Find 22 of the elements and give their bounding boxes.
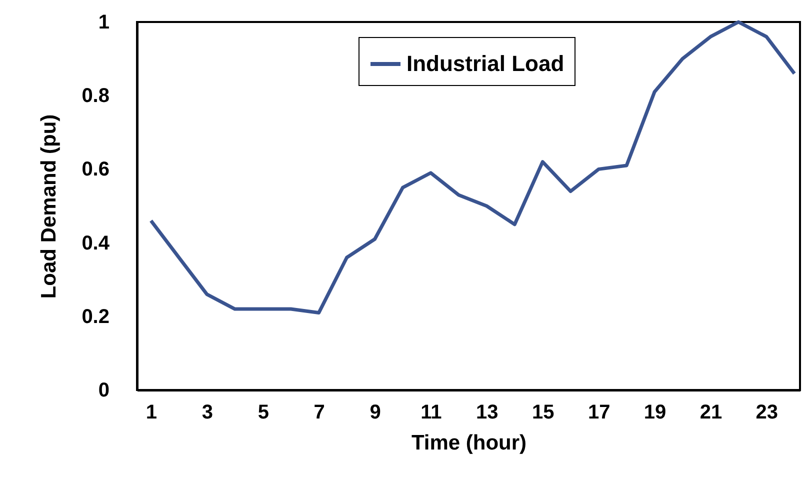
x-tick-label: 3 [202,402,213,424]
x-tick-label: 9 [370,402,381,424]
y-tick-label: 0.2 [82,306,110,328]
line-series [149,20,796,314]
x-tick-label: 13 [476,402,498,424]
x-tick-label: 23 [756,402,778,424]
y-tick-label: 1 [98,12,110,34]
y-tick-label: 0 [98,380,110,402]
x-tick-label: 15 [532,402,554,424]
x-tick-label: 1 [146,402,158,424]
x-tick-label: 19 [644,402,666,424]
y-tick-label: 0.8 [82,85,110,108]
x-tick-label: 7 [314,402,325,424]
x-axis-title: Time (hour) [411,432,527,454]
x-tick-label: 5 [258,402,269,424]
x-tick-label: 17 [588,402,610,424]
x-tick-label: 11 [420,402,442,424]
y-tick-label: 0.4 [82,232,110,254]
y-axis-title: Load Demand (pu) [38,114,61,299]
x-tick-label: 21 [700,402,722,424]
legend-label: Industrial Load [406,51,564,76]
y-tick-label: 0.6 [82,158,110,181]
